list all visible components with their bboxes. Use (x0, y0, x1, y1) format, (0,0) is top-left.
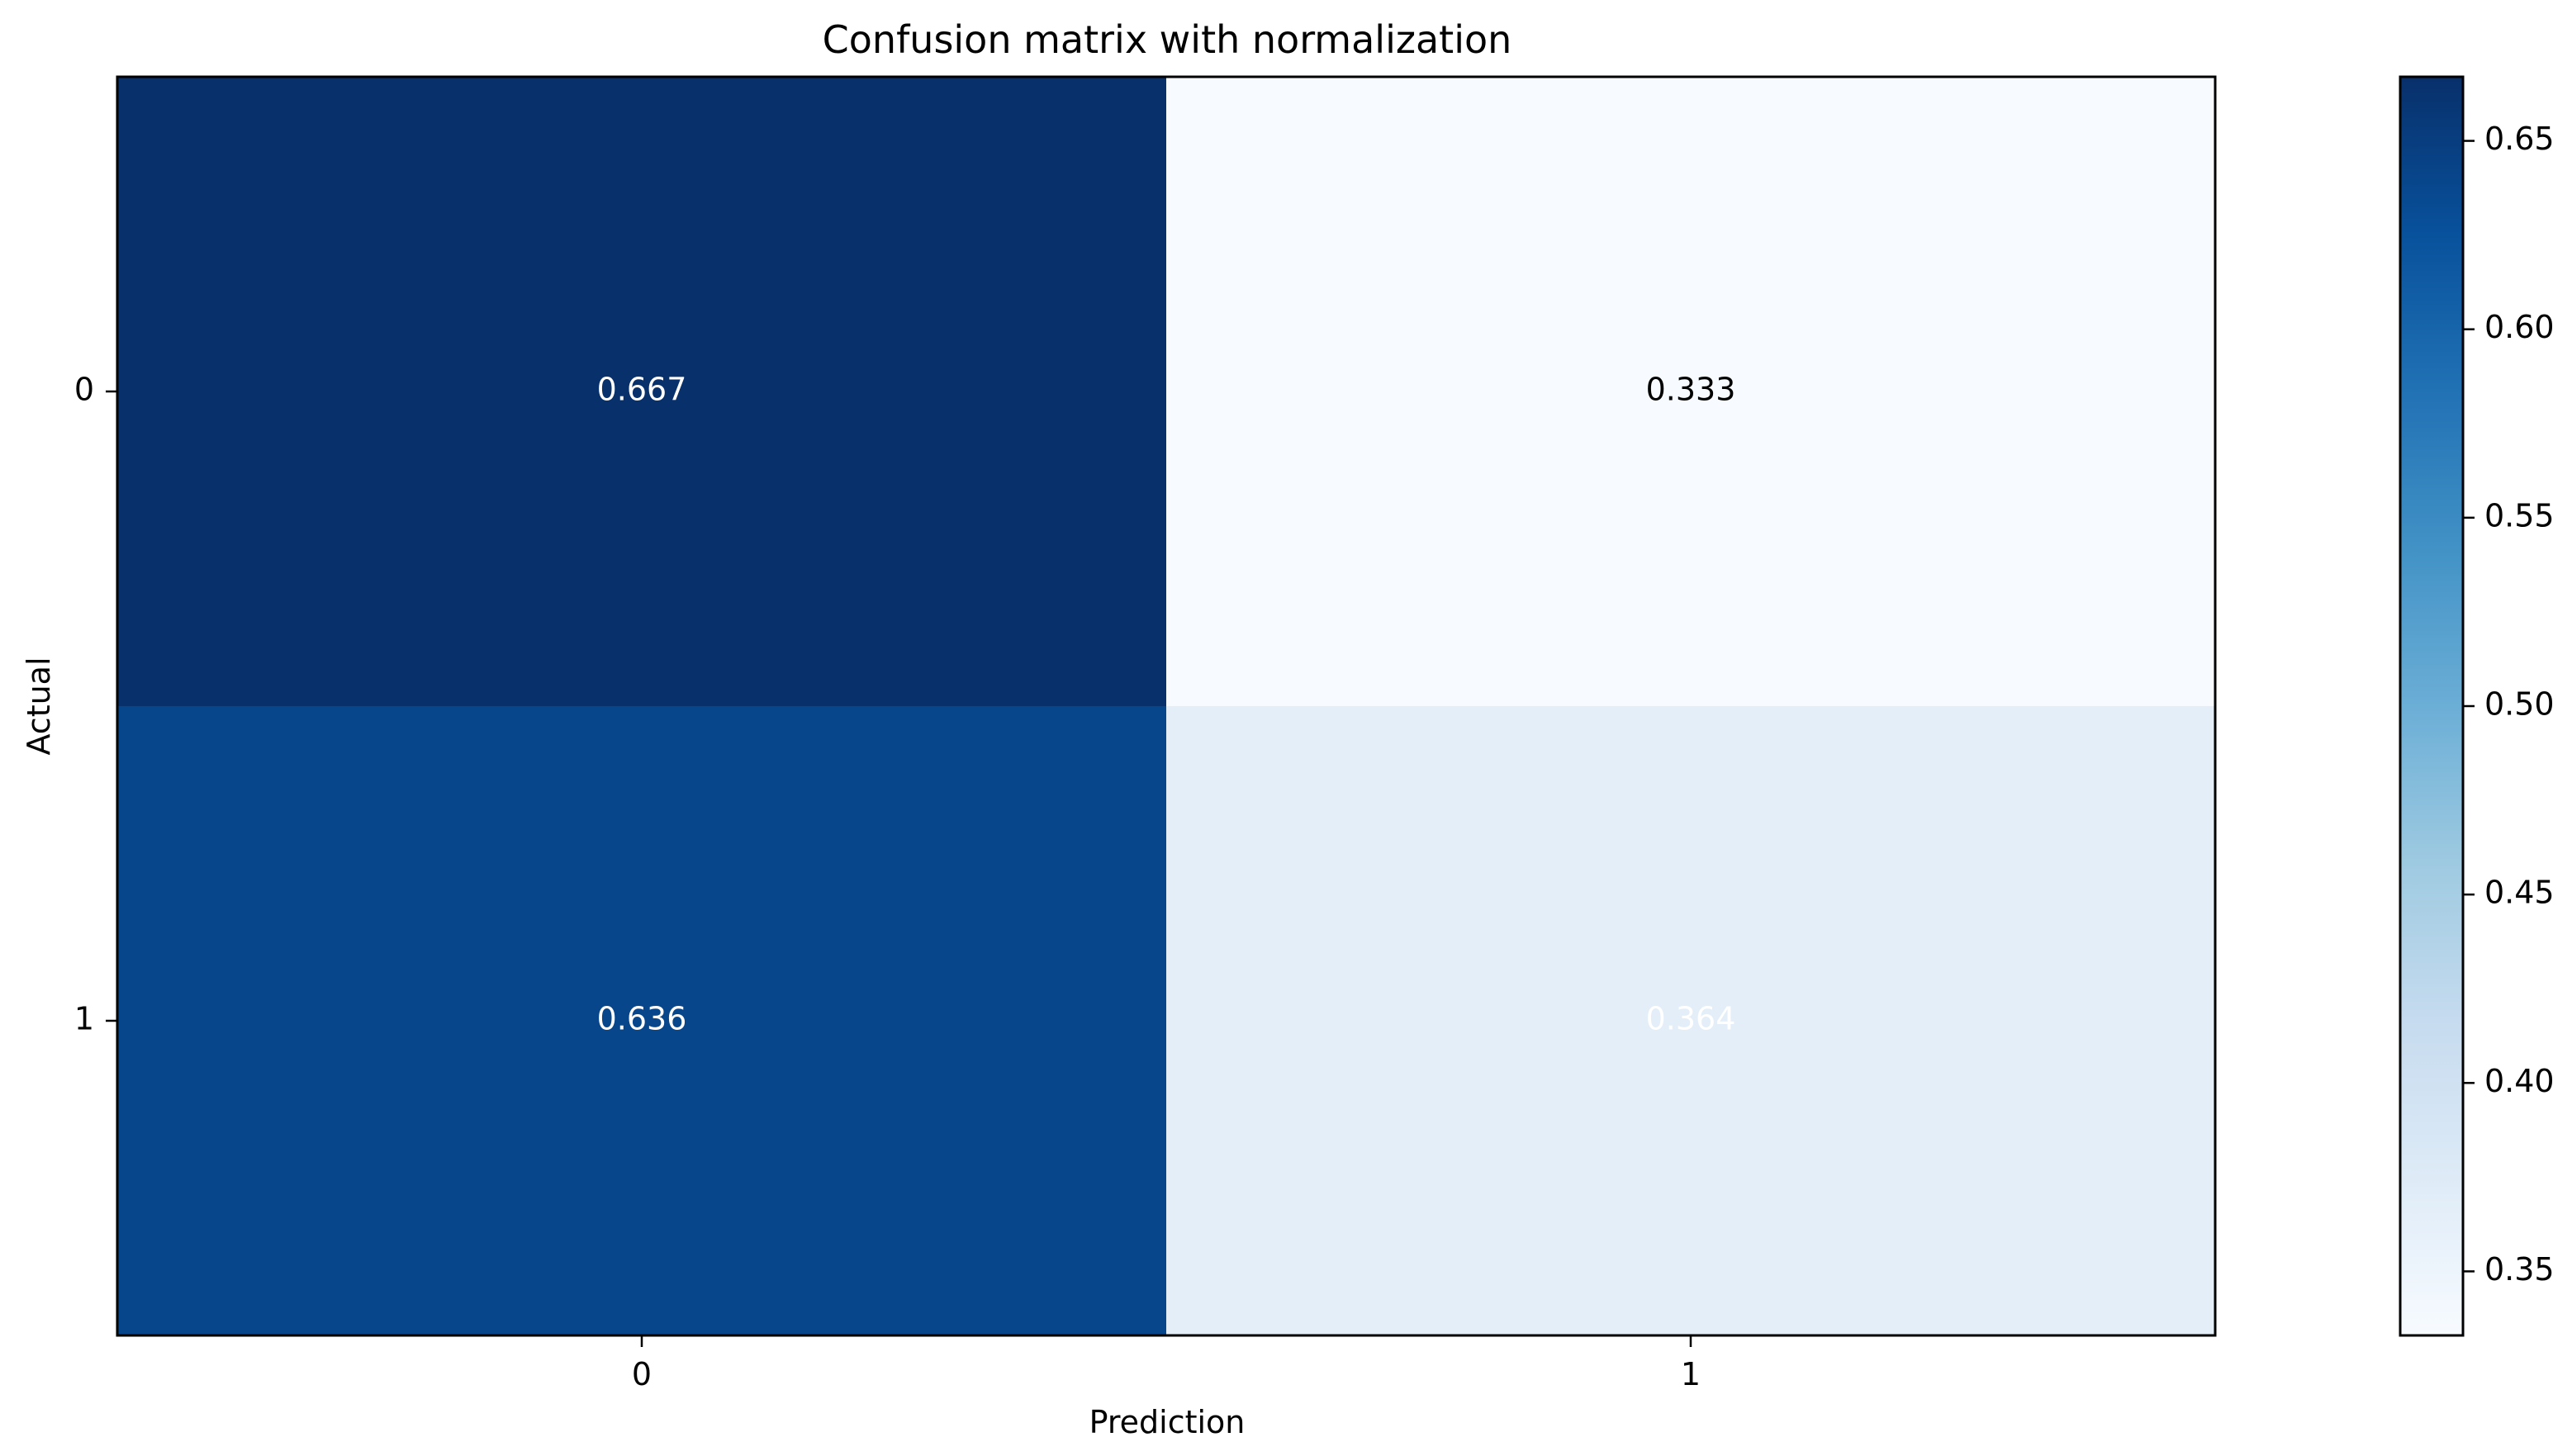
cell-value-label: 0.333 (1646, 372, 1736, 408)
plot-frame (116, 75, 2217, 1337)
heatmap-cell (1166, 77, 2216, 707)
heatmap-cell (117, 706, 1167, 1336)
colorbar-tick-label: 0.35 (2484, 1251, 2555, 1288)
colorbar-tick-label: 0.65 (2484, 121, 2555, 157)
heatmap-cell-labels: 0.667 0.333 0.636 0.364 (597, 372, 1736, 1037)
x-tick-label: 0 (632, 1356, 652, 1392)
heatmap-cell (117, 77, 1167, 707)
heatmap-cells (117, 77, 2216, 1336)
colorbar-tick-label: 0.45 (2484, 875, 2555, 911)
cell-value-label: 0.364 (1646, 1001, 1736, 1037)
heatmap-cell (1166, 706, 2216, 1336)
y-axis-label: Actual (21, 657, 57, 755)
cell-value-label: 0.667 (597, 372, 687, 408)
y-tick-label: 1 (74, 1001, 94, 1037)
y-tick-label: 0 (74, 372, 94, 408)
colorbar-gradient (2400, 77, 2463, 1335)
colorbar-tick-label: 0.60 (2484, 309, 2555, 345)
y-axis-ticks: 01 (74, 372, 117, 1037)
colorbar-tick-label: 0.40 (2484, 1063, 2555, 1099)
colorbar-tick-label: 0.55 (2484, 497, 2555, 534)
x-tick-label: 1 (1681, 1356, 1701, 1392)
cell-value-label: 0.636 (597, 1001, 687, 1037)
x-axis-label: Prediction (1089, 1404, 1246, 1440)
colorbar-ticks: 0.35 0.40 0.45 0.50 0.55 0.60 0.65 (2463, 121, 2555, 1288)
colorbar: 0.35 0.40 0.45 0.50 0.55 0.60 0.65 (2399, 75, 2555, 1337)
colorbar-tick-label: 0.50 (2484, 686, 2555, 723)
chart-title: Confusion matrix with normalization (823, 17, 1512, 62)
